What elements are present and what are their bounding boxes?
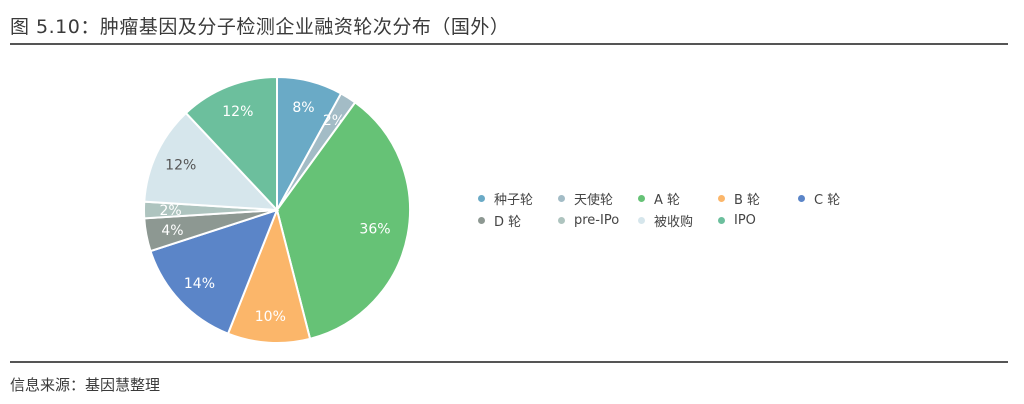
top-rule: [10, 43, 1008, 45]
legend-item: IPO: [718, 212, 798, 228]
legend-label: IPO: [734, 212, 756, 228]
legend-item: 天使轮: [558, 190, 638, 208]
legend-label: B 轮: [734, 192, 761, 208]
legend-swatch: [558, 194, 565, 202]
legend-swatch: [718, 194, 725, 202]
legend-item: B 轮: [718, 190, 798, 208]
source-note: 信息来源：基因慧整理: [10, 376, 161, 394]
slice-label: 4%: [161, 223, 183, 239]
legend-item: pre-IPo: [558, 212, 638, 228]
legend-swatch: [718, 216, 725, 224]
pie-slice: [184, 75, 278, 213]
legend-label: pre-IPo: [574, 212, 620, 228]
legend-item: D 轮: [478, 212, 558, 230]
legend-label: 种子轮: [494, 192, 534, 208]
slice-label: 10%: [255, 309, 286, 325]
legend-item: C 轮: [798, 190, 878, 208]
legend-item: A 轮: [638, 190, 718, 208]
pie-slice: [275, 101, 411, 341]
slice-label: 8%: [292, 100, 314, 116]
pie-chart: 8%2%36%10%14%4%2%12%12%: [142, 75, 411, 344]
legend-label: C 轮: [814, 192, 841, 208]
legend-item: 被收购: [638, 212, 718, 230]
legend-swatch: [478, 194, 485, 202]
slice-label: 2%: [159, 203, 181, 219]
slice-label: 12%: [222, 104, 253, 120]
legend-label: D 轮: [494, 214, 522, 230]
slice-label: 14%: [184, 276, 215, 292]
legend-swatch: [478, 216, 485, 224]
slice-label: 36%: [359, 222, 390, 238]
bottom-rule: [10, 361, 1008, 363]
legend-label: 被收购: [654, 214, 694, 230]
slice-label: 12%: [165, 158, 196, 174]
legend-label: A 轮: [654, 192, 681, 208]
pie-slice: [143, 111, 280, 212]
legend-swatch: [558, 216, 565, 224]
pie-slice: [226, 206, 312, 344]
figure-title: 图 5.10：肿瘤基因及分子检测企业融资轮次分布（国外）: [10, 16, 510, 38]
legend-label: 天使轮: [574, 192, 614, 208]
legend-swatch: [798, 194, 805, 202]
chart-legend: 种子轮 天使轮 A 轮 B 轮 C 轮 D 轮 pre-IPo 被收购 IPO: [478, 190, 878, 230]
legend-swatch: [638, 194, 645, 202]
legend-item: 种子轮: [478, 190, 558, 208]
legend-swatch: [638, 216, 645, 224]
